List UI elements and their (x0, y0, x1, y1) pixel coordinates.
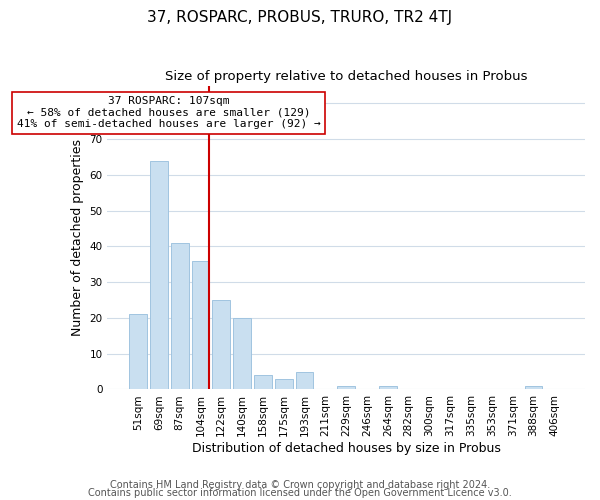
Text: Contains HM Land Registry data © Crown copyright and database right 2024.: Contains HM Land Registry data © Crown c… (110, 480, 490, 490)
Bar (129, 314, 147, 390)
Y-axis label: Number of detached properties: Number of detached properties (71, 139, 84, 336)
Text: Contains public sector information licensed under the Open Government Licence v3: Contains public sector information licen… (88, 488, 512, 498)
Bar (150, 160, 167, 390)
Bar (171, 243, 188, 390)
Bar (296, 372, 313, 390)
Text: 37 ROSPARC: 107sqm
← 58% of detached houses are smaller (129)
41% of semi-detach: 37 ROSPARC: 107sqm ← 58% of detached hou… (17, 96, 320, 130)
X-axis label: Distribution of detached houses by size in Probus: Distribution of detached houses by size … (192, 442, 500, 455)
Bar (379, 386, 397, 390)
Bar (337, 386, 355, 390)
Bar (191, 260, 209, 390)
Bar (233, 318, 251, 390)
Title: Size of property relative to detached houses in Probus: Size of property relative to detached ho… (165, 70, 527, 83)
Bar (212, 300, 230, 390)
Bar (275, 378, 293, 390)
Bar (254, 375, 272, 390)
Text: 37, ROSPARC, PROBUS, TRURO, TR2 4TJ: 37, ROSPARC, PROBUS, TRURO, TR2 4TJ (148, 10, 452, 25)
Bar (525, 386, 542, 390)
